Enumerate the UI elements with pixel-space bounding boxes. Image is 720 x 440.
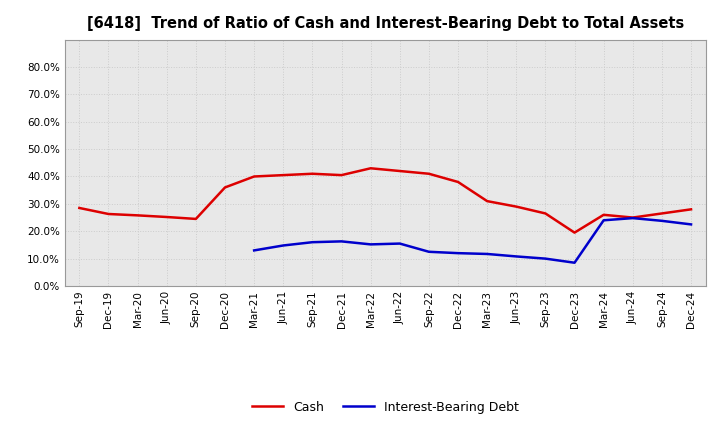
Interest-Bearing Debt — [425, 249, 433, 254]
Interest-Bearing Debt — [512, 254, 521, 259]
Interest-Bearing Debt — [337, 239, 346, 244]
Cash — [308, 171, 317, 176]
Interest-Bearing Debt — [250, 248, 258, 253]
Cash — [192, 216, 200, 222]
Cash — [133, 213, 142, 218]
Cash — [395, 169, 404, 174]
Cash — [599, 212, 608, 217]
Cash — [687, 207, 696, 212]
Line: Cash: Cash — [79, 168, 691, 233]
Title: [6418]  Trend of Ratio of Cash and Interest-Bearing Debt to Total Assets: [6418] Trend of Ratio of Cash and Intere… — [86, 16, 684, 32]
Line: Interest-Bearing Debt: Interest-Bearing Debt — [254, 218, 691, 263]
Cash — [366, 165, 375, 171]
Cash — [541, 211, 550, 216]
Cash — [279, 172, 287, 178]
Interest-Bearing Debt — [657, 218, 666, 224]
Interest-Bearing Debt — [366, 242, 375, 247]
Legend: Cash, Interest-Bearing Debt: Cash, Interest-Bearing Debt — [247, 396, 523, 419]
Cash — [220, 185, 229, 190]
Cash — [337, 172, 346, 178]
Cash — [425, 171, 433, 176]
Interest-Bearing Debt — [687, 222, 696, 227]
Cash — [629, 215, 637, 220]
Interest-Bearing Debt — [483, 251, 492, 257]
Interest-Bearing Debt — [308, 239, 317, 245]
Interest-Bearing Debt — [454, 250, 462, 256]
Cash — [75, 205, 84, 211]
Interest-Bearing Debt — [279, 243, 287, 248]
Cash — [163, 214, 171, 220]
Cash — [512, 204, 521, 209]
Interest-Bearing Debt — [570, 260, 579, 265]
Interest-Bearing Debt — [599, 218, 608, 223]
Cash — [657, 211, 666, 216]
Cash — [483, 198, 492, 204]
Interest-Bearing Debt — [395, 241, 404, 246]
Cash — [250, 174, 258, 179]
Cash — [104, 211, 113, 216]
Interest-Bearing Debt — [541, 256, 550, 261]
Cash — [454, 180, 462, 185]
Cash — [570, 230, 579, 235]
Interest-Bearing Debt — [629, 216, 637, 221]
